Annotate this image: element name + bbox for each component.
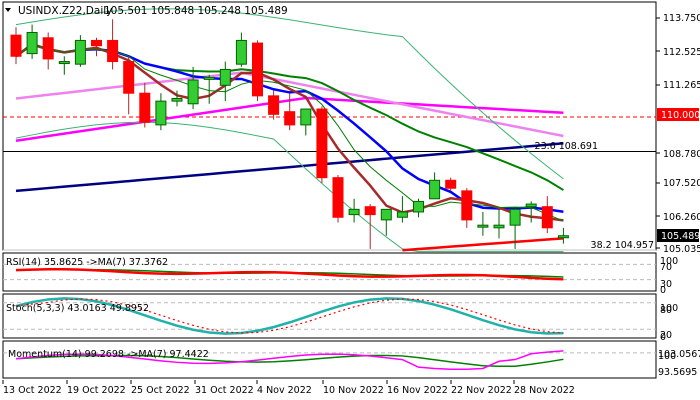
candle[interactable] <box>107 19 119 70</box>
time-tick: 13 Oct 2022 <box>3 385 62 396</box>
candle[interactable] <box>429 172 441 200</box>
candle[interactable] <box>187 66 199 110</box>
ma-long-navy-line <box>15 142 564 193</box>
candle[interactable] <box>348 198 360 223</box>
rsi-label: RSI(14) 35.8625 ->MA(7) 37.3762 <box>6 257 168 268</box>
rsi-line <box>15 268 564 281</box>
time-tick: 25 Oct 2022 <box>131 385 190 396</box>
momentum-label: Momentum(14) 99.2698 ->MA(7) 97.4422 <box>8 349 209 360</box>
time-tick: 31 Oct 2022 <box>195 385 254 396</box>
price-tick: 112.525 <box>663 47 700 58</box>
level-price-label: 110.000 <box>661 110 700 121</box>
triangle-down-icon[interactable] <box>5 8 11 12</box>
level-price-badge <box>657 108 699 121</box>
time-tick: 19 Oct 2022 <box>67 385 126 396</box>
candle[interactable] <box>268 90 280 120</box>
rsi-level-70: 70 <box>660 262 672 273</box>
candle[interactable] <box>445 177 457 191</box>
support-line <box>402 237 564 252</box>
candle[interactable] <box>284 93 296 131</box>
candle[interactable] <box>58 56 70 75</box>
candle[interactable] <box>10 27 22 65</box>
price-tick: 111.265 <box>663 80 700 91</box>
current-price-label: 105.489 <box>661 231 700 242</box>
symbol-label: USINDX.Z22,Daily <box>18 5 112 17</box>
time-tick: 4 Nov 2022 <box>257 385 312 396</box>
candle[interactable] <box>509 206 521 249</box>
momentum-level-top: 103.0567 <box>658 349 700 360</box>
candle[interactable] <box>477 211 489 236</box>
candle[interactable] <box>123 56 135 115</box>
stoch-signal-line <box>15 298 564 334</box>
rsi-level-30: 30 <box>660 279 672 290</box>
candle[interactable] <box>235 32 247 67</box>
momentum-level-100: 100 <box>658 351 676 362</box>
candle[interactable] <box>396 196 408 223</box>
candle[interactable] <box>461 188 473 228</box>
candle[interactable] <box>557 227 569 244</box>
fib-38-label: 38.2 104.957 <box>591 240 654 251</box>
candle[interactable] <box>493 209 505 239</box>
time-tick: 22 Nov 2022 <box>451 385 512 396</box>
candle[interactable] <box>219 61 231 102</box>
candle[interactable] <box>26 24 38 59</box>
candle[interactable] <box>413 198 424 218</box>
candle[interactable] <box>380 208 392 236</box>
time-tick: 28 Nov 2022 <box>514 385 575 396</box>
ma-violet-line <box>15 71 564 138</box>
candle[interactable] <box>541 196 553 234</box>
stoch-level-20: 20 <box>660 330 672 341</box>
rsi-level-100: 100 <box>660 256 678 267</box>
stoch-plot <box>3 297 656 335</box>
candle[interactable] <box>42 32 54 70</box>
candle[interactable] <box>171 90 183 107</box>
time-axis: 13 Oct 2022 19 Oct 2022 25 Oct 2022 31 O… <box>2 380 575 396</box>
time-tick: 10 Nov 2022 <box>323 385 384 396</box>
candle[interactable] <box>525 201 537 223</box>
price-tick: 108.780 <box>663 149 700 160</box>
candle[interactable] <box>300 108 312 136</box>
ohlc-label: 105.501 105.848 105.248 105.489 <box>104 5 288 17</box>
stoch-level-0: 0 <box>660 332 666 343</box>
time-tick: 16 Nov 2022 <box>387 385 448 396</box>
momentum-level-bottom: 93.5695 <box>658 367 697 378</box>
rsi-level-0: 0 <box>660 285 666 296</box>
stoch-main-line <box>15 297 564 335</box>
candle[interactable] <box>316 106 328 183</box>
candle[interactable] <box>155 93 167 131</box>
stoch-level-80: 80 <box>660 305 672 316</box>
momentum-line <box>15 350 564 370</box>
fib-23-label: 23.6 108.691 <box>535 141 598 152</box>
main-plot <box>3 8 656 253</box>
momentum-plot <box>3 350 656 370</box>
main-panel <box>2 1 657 251</box>
rsi-plot <box>3 263 656 281</box>
current-price-badge <box>657 229 699 242</box>
candle[interactable] <box>203 74 215 104</box>
candle[interactable] <box>332 175 344 223</box>
price-tick: 107.520 <box>663 178 700 189</box>
candle[interactable] <box>364 204 376 249</box>
momentum-panel <box>2 340 657 379</box>
candle[interactable] <box>91 37 102 57</box>
candle[interactable] <box>139 82 151 128</box>
price-tick: 105.035 <box>663 244 700 255</box>
candle[interactable] <box>74 35 86 67</box>
stoch-label: Stoch(5,3,3) 43.0163 49.8952 <box>6 303 149 314</box>
candle[interactable] <box>252 40 263 102</box>
price-tick: 106.260 <box>663 212 700 223</box>
price-axis: 113.750 112.525 111.265 108.780 107.520 … <box>656 13 700 255</box>
stoch-level-100: 100 <box>660 303 678 314</box>
bollinger-lower-line <box>15 121 564 253</box>
price-tick: 113.750 <box>663 13 700 24</box>
bollinger-upper-line <box>15 8 564 180</box>
